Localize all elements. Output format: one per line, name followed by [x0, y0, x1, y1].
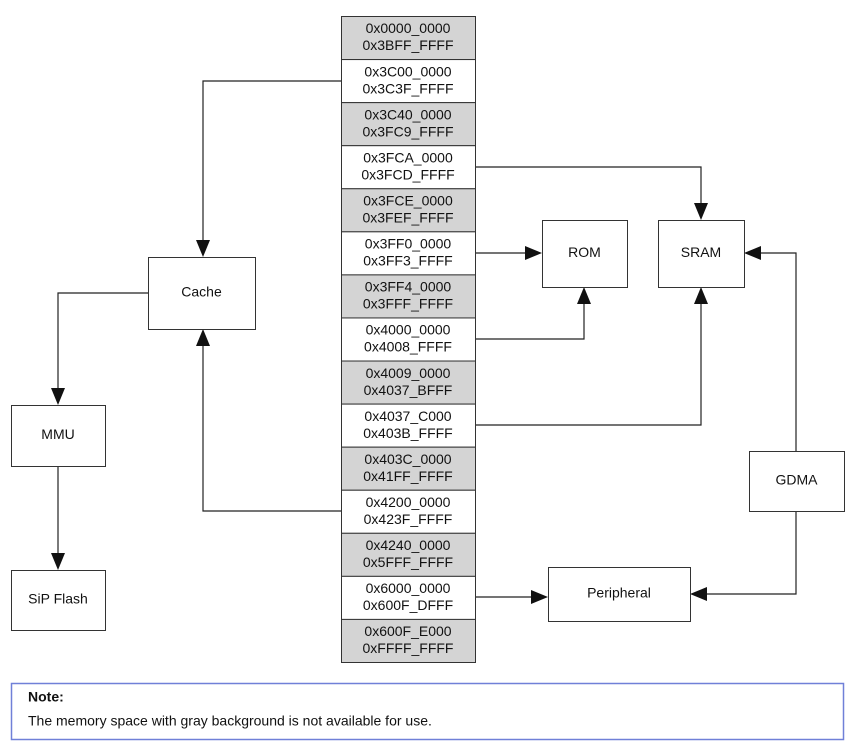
address-start: 0x4240_0000: [366, 537, 451, 553]
address-end: 0x423F_FFFF: [364, 511, 453, 527]
block: [11, 405, 106, 467]
memory-region: [341, 102, 476, 147]
note-box: [10, 682, 845, 741]
arrowhead: [196, 329, 210, 346]
address-end: 0x4008_FFFF: [364, 339, 452, 355]
address-start: 0x403C_0000: [364, 451, 451, 467]
address-start: 0x3C40_0000: [364, 106, 451, 122]
address-start: 0x4000_0000: [366, 322, 451, 338]
memory-region: [341, 360, 476, 405]
block-label: Peripheral: [587, 585, 651, 601]
memory-region: [341, 317, 476, 362]
address-start: 0x3FF4_0000: [365, 279, 452, 295]
address-start: 0x6000_0000: [366, 580, 451, 596]
address-end: 0x3FC9_FFFF: [362, 123, 453, 139]
address-start: 0x0000_0000: [366, 20, 451, 36]
address-end: 0x3FFF_FFFF: [363, 296, 453, 312]
memory-region: [341, 575, 476, 620]
block: [658, 220, 745, 288]
arrowhead: [694, 203, 708, 220]
note-title: Note:: [28, 689, 64, 705]
arrowhead: [694, 287, 708, 304]
address-end: 0x5FFF_FFFF: [363, 554, 453, 570]
memory-region: [341, 618, 476, 664]
address-start: 0x4200_0000: [366, 494, 451, 510]
memory-region: [341, 532, 476, 577]
connector: [475, 166, 702, 203]
address-end: 0x3C3F_FFFF: [362, 80, 453, 96]
block-label: MMU: [41, 426, 74, 442]
note-text: The memory space with gray background is…: [28, 713, 432, 729]
block: [548, 567, 691, 622]
address-start: 0x3FF0_0000: [365, 236, 452, 252]
address-start: 0x4009_0000: [366, 365, 451, 381]
memory-region: [341, 403, 476, 448]
memory-region: [341, 446, 476, 491]
address-start: 0x3FCE_0000: [363, 193, 453, 209]
block: [148, 257, 256, 330]
connectors: [51, 80, 797, 604]
arrowhead: [196, 240, 210, 257]
memory-region: [341, 274, 476, 319]
address-end: 0x3FF3_FFFF: [363, 253, 452, 269]
address-start: 0x3FCA_0000: [363, 149, 453, 165]
address-end: 0x600F_DFFF: [363, 597, 453, 613]
connector: [202, 80, 341, 240]
address-end: 0x4037_BFFF: [364, 382, 453, 398]
address-start: 0x4037_C000: [364, 408, 451, 424]
block-label: SRAM: [681, 244, 721, 260]
address-start: 0x600F_E000: [364, 623, 451, 639]
connector: [202, 346, 341, 512]
arrowhead: [744, 246, 761, 260]
block-label: SiP Flash: [28, 591, 88, 607]
block: [749, 451, 845, 512]
block-label: ROM: [568, 244, 601, 260]
connector: [475, 304, 702, 426]
address-end: 0x403B_FFFF: [363, 425, 452, 441]
address-end: 0x3BFF_FFFF: [362, 37, 453, 53]
connector: [707, 511, 797, 595]
memory-region: [341, 145, 476, 190]
block-label: GDMA: [776, 472, 819, 488]
block: [11, 570, 106, 631]
arrowhead: [525, 246, 542, 260]
block: [542, 220, 628, 288]
memory-region: [341, 489, 476, 534]
memory-region: [341, 231, 476, 276]
address-start: 0x3C00_0000: [364, 63, 451, 79]
address-end: 0x3FEF_FFFF: [362, 210, 453, 226]
connector: [57, 292, 148, 388]
address-end: 0x3FCD_FFFF: [361, 166, 454, 182]
connector: [761, 252, 797, 451]
connector: [475, 304, 585, 340]
block-label: Cache: [181, 284, 222, 300]
arrowhead: [577, 287, 591, 304]
address-end: 0xFFFF_FFFF: [363, 640, 454, 656]
arrowhead: [51, 388, 65, 405]
address-end: 0x41FF_FFFF: [363, 468, 452, 484]
arrowhead: [531, 590, 548, 604]
arrowhead: [51, 553, 65, 570]
memory-region: [341, 188, 476, 233]
arrowhead: [690, 587, 707, 601]
